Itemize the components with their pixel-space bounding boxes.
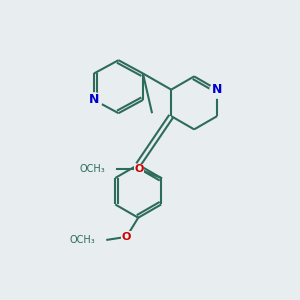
Text: O: O	[122, 232, 131, 242]
Text: N: N	[212, 83, 222, 96]
Text: OCH₃: OCH₃	[80, 164, 105, 174]
Text: O: O	[134, 164, 144, 174]
Text: OCH₃: OCH₃	[70, 235, 95, 245]
Text: N: N	[89, 93, 99, 106]
